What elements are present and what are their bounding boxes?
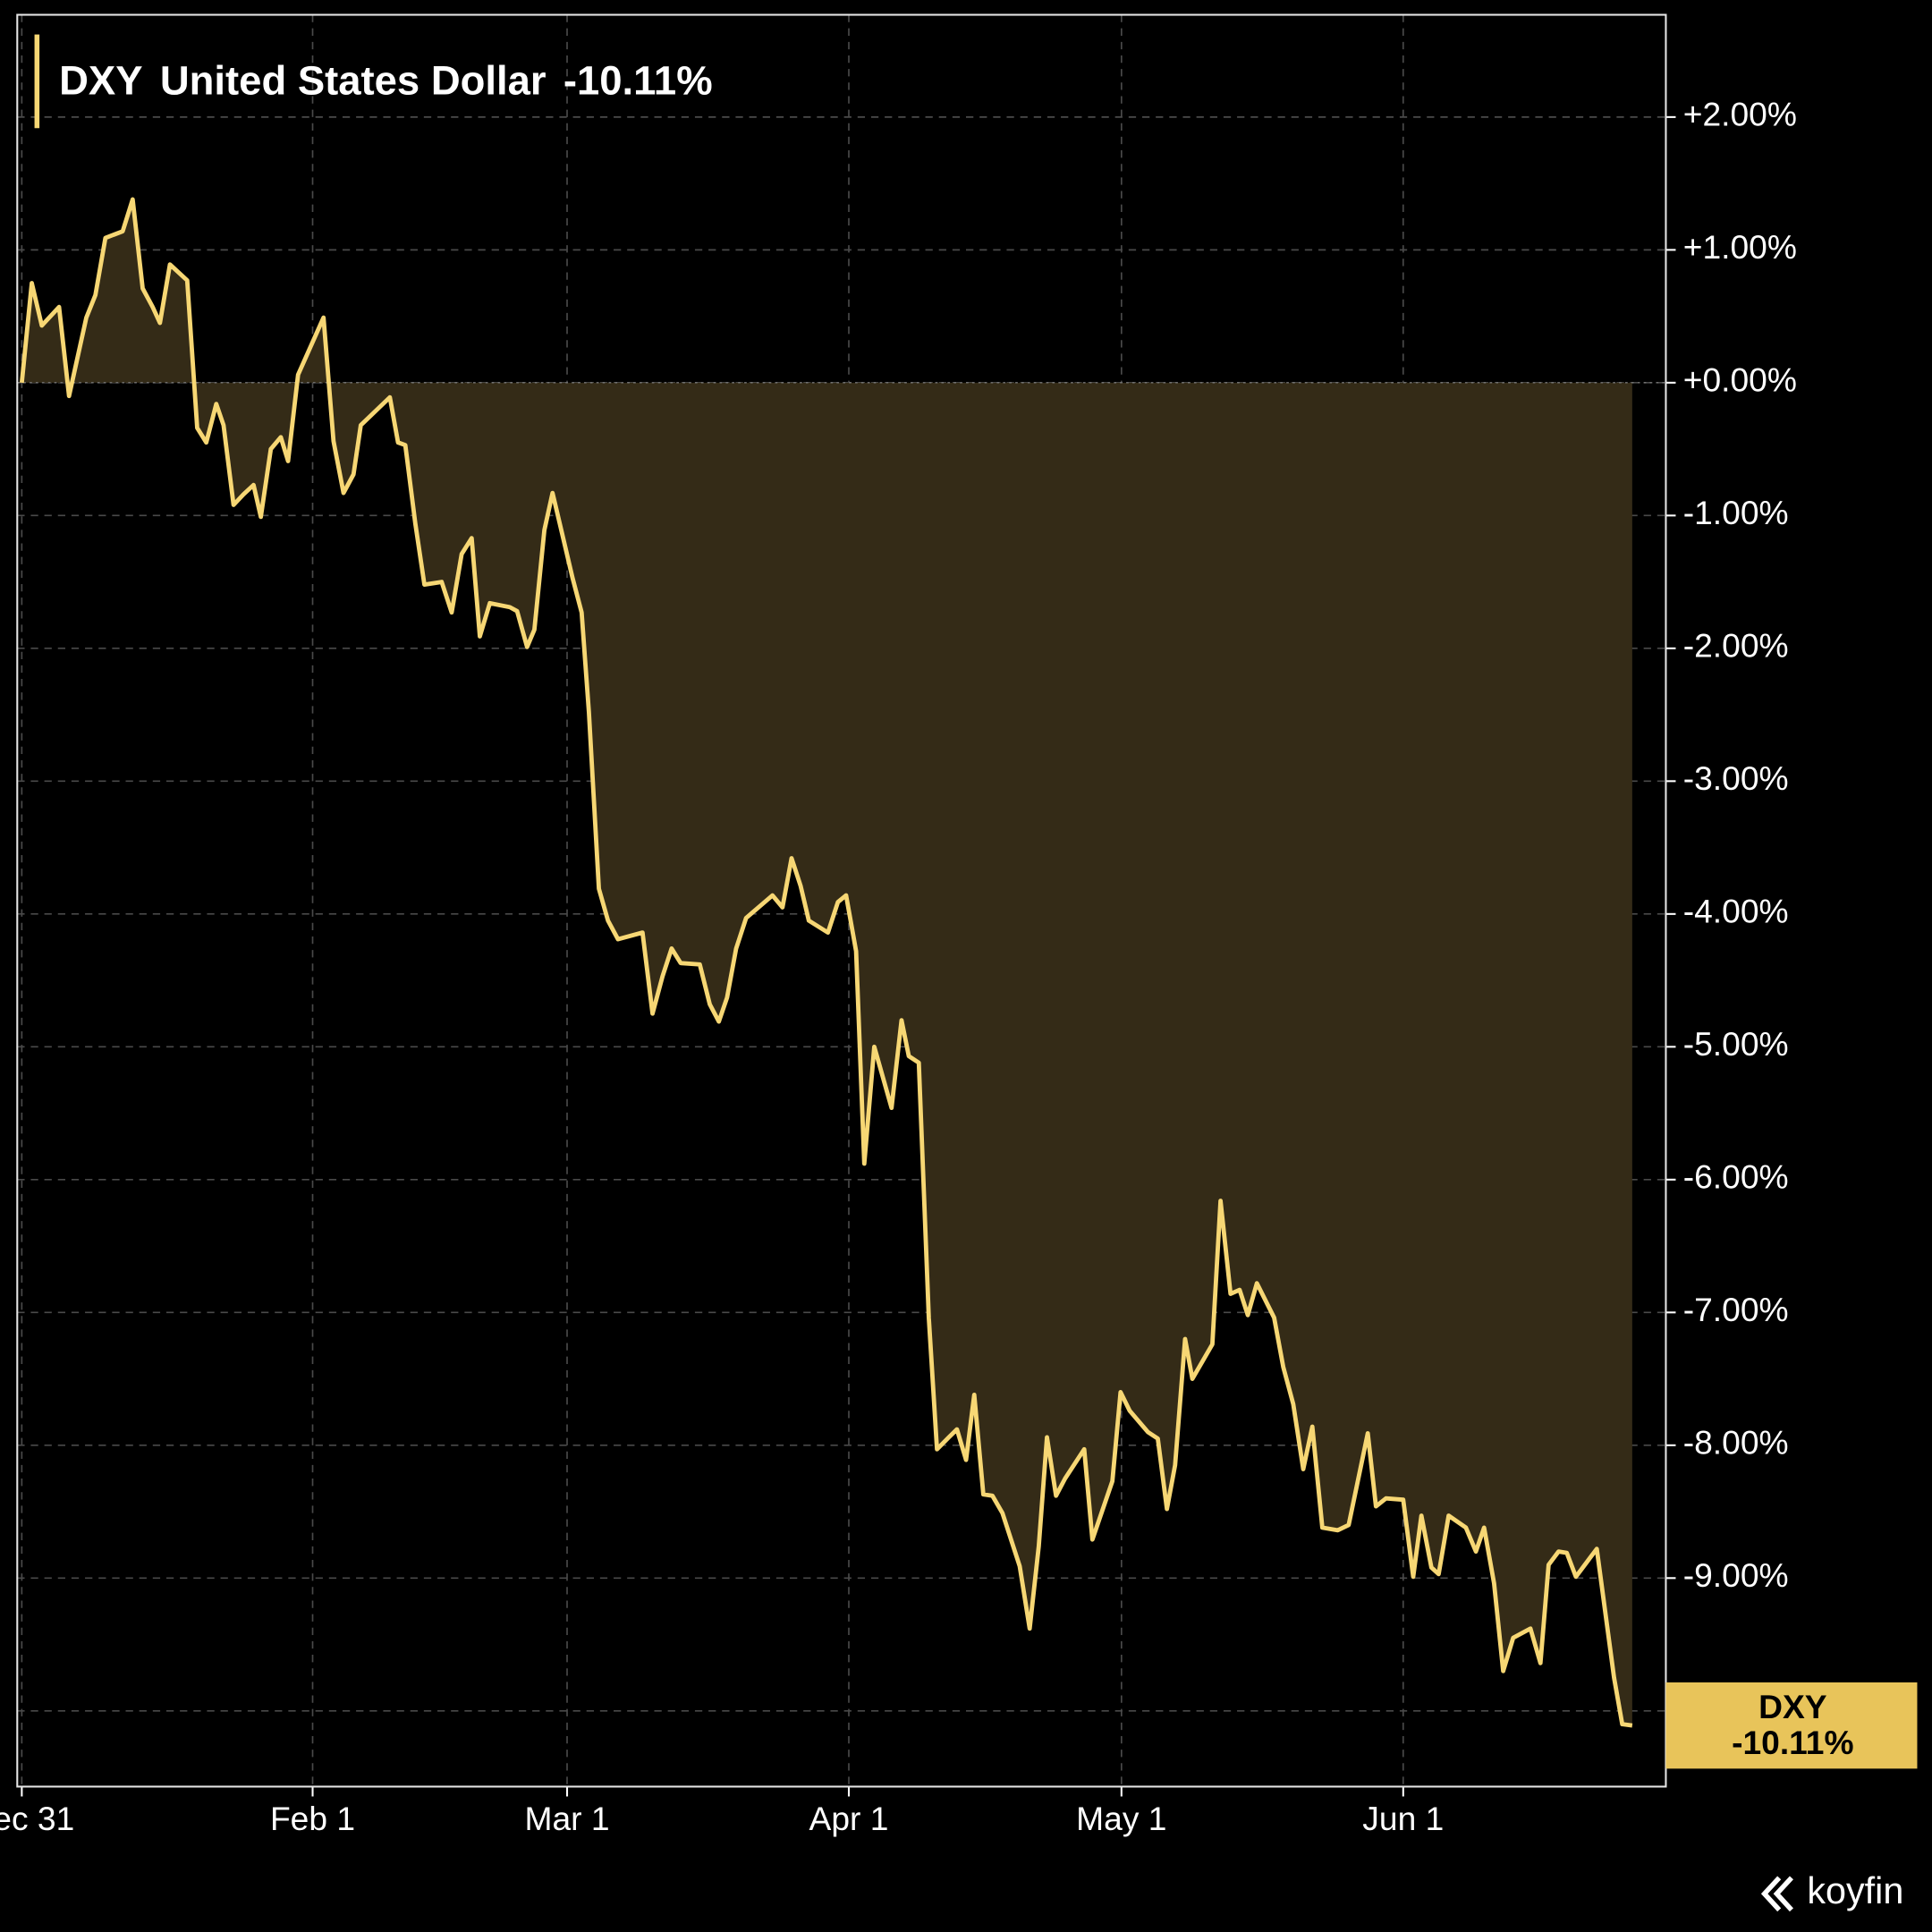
y-tick-label: -8.00%	[1683, 1424, 1789, 1462]
plot-frame	[16, 13, 1667, 1788]
y-tick-label: -6.00%	[1683, 1158, 1789, 1196]
x-tick-label: Jun 1	[1362, 1800, 1444, 1837]
logo-icon	[1760, 1876, 1793, 1912]
y-tick-label: -7.00%	[1683, 1291, 1789, 1328]
title-ticker: DXY	[59, 58, 142, 104]
y-tick-label: +1.00%	[1683, 228, 1797, 266]
tag-box	[1665, 1682, 1918, 1769]
plot-area: +2.00% +1.00% +0.00% -1.00% -2.00% -3.00% -4.0…	[0, 13, 1918, 1837]
price-line	[19, 197, 1633, 1728]
tag-change: -10.11%	[1732, 1724, 1853, 1761]
x-tick-label: Feb 1	[270, 1800, 355, 1837]
brand-name: koyfin	[1807, 1870, 1903, 1911]
x-tick-label: Apr 1	[809, 1800, 889, 1837]
x-tick-label: May 1	[1076, 1800, 1166, 1837]
y-tick-label: -1.00%	[1683, 494, 1789, 531]
x-tick-label: Dec 31	[0, 1800, 74, 1837]
y-tick-label: -5.00%	[1683, 1025, 1789, 1063]
tag-ticker: DXY	[1758, 1688, 1827, 1725]
y-tick-label: +0.00%	[1683, 361, 1797, 399]
title-accent	[34, 34, 40, 129]
last-value-tag: DXY-10.11%	[1665, 1682, 1918, 1769]
x-tick-label: Mar 1	[524, 1800, 609, 1837]
title-name: United States Dollar	[160, 58, 547, 104]
y-tick-label: -4.00%	[1683, 893, 1789, 930]
brand-logo: koyfin	[1760, 1870, 1903, 1912]
chart-title: DXY United States Dollar -10.11%	[59, 58, 712, 104]
title-change: -10.11%	[564, 58, 713, 104]
y-tick-label: -2.00%	[1683, 627, 1789, 665]
y-tick-label: -9.00%	[1683, 1556, 1789, 1594]
y-tick-label: +2.00%	[1683, 96, 1797, 133]
y-tick-label: -3.00%	[1683, 759, 1789, 797]
